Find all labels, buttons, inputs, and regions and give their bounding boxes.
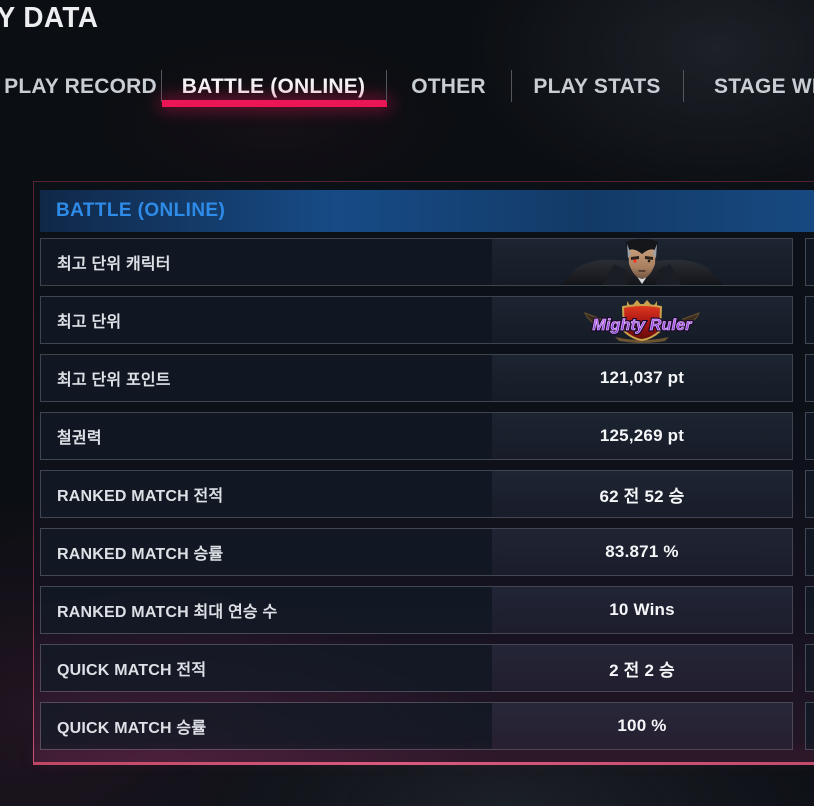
row-value: 62 전 52 승	[492, 471, 792, 517]
battle-online-panel: BATTLE (ONLINE) 최고 단위 캐릭터	[33, 181, 814, 765]
row-label: 최고 단위	[41, 297, 492, 343]
table-row: RANKED MATCH 전적 62 전 52 승	[40, 470, 814, 518]
adjacent-column-stub	[805, 296, 814, 344]
row-value: Mighty Ruler Mighty Ruler	[492, 297, 792, 343]
stats-table: 최고 단위 캐릭터	[40, 238, 814, 750]
tab-play-stats[interactable]: PLAY STATS	[533, 75, 661, 98]
adjacent-column-stub	[805, 528, 814, 576]
table-row: RANKED MATCH 최대 연승 수 10 Wins	[40, 586, 814, 634]
adjacent-column-stub	[805, 644, 814, 692]
tab-bar: PLAY RECORD BATTLE (ONLINE) OTHER PLAY S…	[0, 62, 814, 112]
row-value: 2 전 2 승	[492, 645, 792, 691]
row-value	[492, 239, 792, 285]
panel-header: BATTLE (ONLINE)	[40, 190, 814, 232]
rank-name-text: Mighty Ruler	[592, 317, 692, 334]
rank-name-text-highlight: Mighty Ruler	[592, 317, 692, 334]
adjacent-column-stub	[805, 354, 814, 402]
tab-separator	[161, 70, 162, 102]
tab-separator	[511, 70, 512, 102]
row-value: 10 Wins	[492, 587, 792, 633]
table-row: QUICK MATCH 전적 2 전 2 승	[40, 644, 814, 692]
row-value: 125,269 pt	[492, 413, 792, 459]
row-value: 83.871 %	[492, 529, 792, 575]
row-label: RANKED MATCH 최대 연승 수	[41, 587, 492, 633]
table-row: 철권력 125,269 pt	[40, 412, 814, 460]
adjacent-column-stub	[805, 586, 814, 634]
row-value: 121,037 pt	[492, 355, 792, 401]
row-label: RANKED MATCH 전적	[41, 471, 492, 517]
active-tab-underline	[162, 100, 387, 107]
table-row: 최고 단위	[40, 296, 814, 344]
row-label: 최고 단위 포인트	[41, 355, 492, 401]
table-row: 최고 단위 포인트 121,037 pt	[40, 354, 814, 402]
row-label: QUICK MATCH 승률	[41, 703, 492, 749]
rank-emblem-image: Mighty Ruler Mighty Ruler	[584, 300, 700, 343]
character-portrait-image	[560, 239, 724, 285]
table-row: 최고 단위 캐릭터	[40, 238, 814, 286]
adjacent-column-stub	[805, 238, 814, 286]
tab-separator	[386, 70, 387, 102]
tab-stage-win[interactable]: STAGE WIN	[714, 75, 814, 98]
adjacent-column-stub	[805, 470, 814, 518]
row-label: RANKED MATCH 승률	[41, 529, 492, 575]
adjacent-column-stub	[805, 702, 814, 750]
tab-other[interactable]: OTHER	[411, 75, 486, 98]
table-row: RANKED MATCH 승률 83.871 %	[40, 528, 814, 576]
row-value: 100 %	[492, 703, 792, 749]
tab-separator	[683, 70, 684, 102]
tab-battle-online[interactable]: BATTLE (ONLINE)	[181, 75, 366, 98]
row-label: 철권력	[41, 413, 492, 459]
row-label: QUICK MATCH 전적	[41, 645, 492, 691]
page-title: PLAY DATA	[0, 2, 99, 34]
tab-play-record[interactable]: PLAY RECORD	[4, 75, 157, 98]
row-label: 최고 단위 캐릭터	[41, 239, 492, 285]
adjacent-column-stub	[805, 412, 814, 460]
table-row: QUICK MATCH 승률 100 %	[40, 702, 814, 750]
